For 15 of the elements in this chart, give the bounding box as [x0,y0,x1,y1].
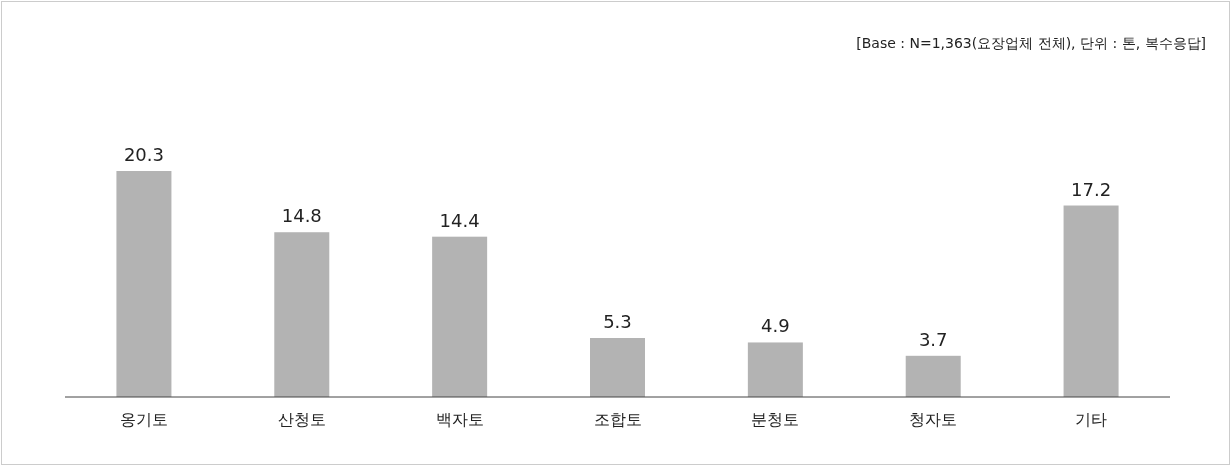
x-tick-label: 백자토 [435,410,484,429]
text: [Base : N=1,363(요장업체 전체), 단위 : 톤, 복수응답] [856,35,1206,51]
data-label: 14.8 [281,205,322,227]
x-tick-label: 기타 [1075,410,1108,429]
x-tick-label: 옹기토 [119,410,168,429]
data-label: 3.7 [918,328,948,350]
data-label: 14.4 [439,209,480,231]
data-label: 4.9 [761,315,790,337]
data-label: 20.3 [123,144,164,165]
data-label: 5.3 [603,311,632,332]
data-label: 17.2 [1071,178,1112,200]
x-tick-label: 조합토 [593,410,642,429]
x-tick-label: 분청토 [751,410,800,429]
x-tick-label: 청자토 [909,410,958,429]
x-tick-label: 산청토 [277,410,326,429]
